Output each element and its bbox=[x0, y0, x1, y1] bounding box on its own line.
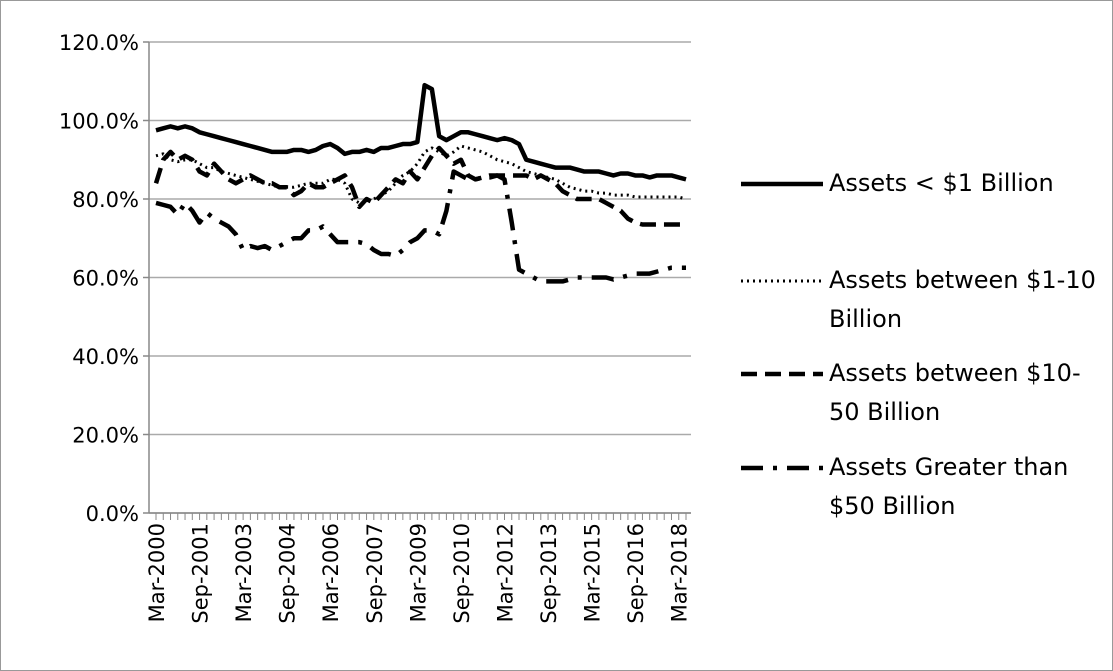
y-tick-label: 60.0% bbox=[72, 267, 139, 291]
x-tick-label: Mar-2015 bbox=[581, 523, 605, 622]
y-tick-label: 120.0% bbox=[59, 31, 139, 55]
y-tick-label: 20.0% bbox=[72, 424, 139, 448]
legend-label: Assets between $1-10 Billion bbox=[829, 266, 1096, 333]
x-tick-label: Mar-2009 bbox=[406, 523, 430, 622]
series-line bbox=[155, 169, 686, 284]
x-tick-label: Mar-2000 bbox=[145, 523, 169, 622]
y-tick-label: 100.0% bbox=[59, 110, 139, 134]
legend-label: Assets Greater than $50 Billion bbox=[829, 453, 1069, 520]
x-tick-label: Sep-2013 bbox=[537, 523, 561, 624]
series-line bbox=[155, 144, 687, 205]
legend-label: Assets < $1 Billion bbox=[829, 169, 1054, 197]
x-tick-label: Sep-2007 bbox=[363, 523, 387, 624]
legend-label: Assets between $10-50 Billion bbox=[829, 359, 1081, 426]
x-tick-label: Mar-2018 bbox=[668, 523, 692, 622]
x-tick-label: Sep-2010 bbox=[450, 523, 474, 624]
x-tick-label: Sep-2016 bbox=[624, 523, 648, 624]
x-tick-label: Mar-2006 bbox=[319, 523, 343, 622]
x-tick-label: Mar-2003 bbox=[232, 523, 256, 622]
y-tick-label: 0.0% bbox=[86, 502, 139, 526]
x-tick-label: Mar-2012 bbox=[493, 523, 517, 622]
series-line bbox=[153, 145, 686, 227]
y-tick-label: 40.0% bbox=[72, 345, 139, 369]
y-tick-label: 80.0% bbox=[72, 188, 139, 212]
series-line bbox=[155, 82, 687, 182]
x-tick-label: Sep-2004 bbox=[276, 523, 300, 624]
x-tick-label: Sep-2001 bbox=[189, 523, 213, 624]
